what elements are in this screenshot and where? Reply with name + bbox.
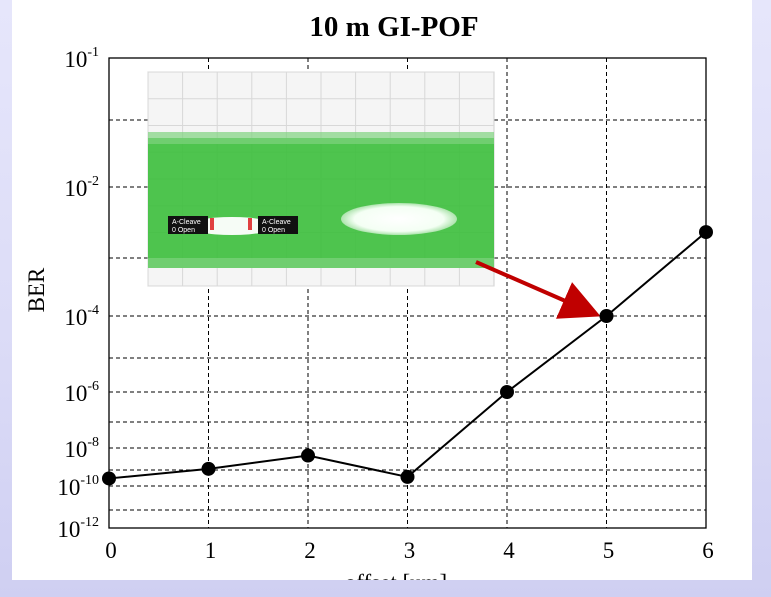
eye-cursor-left: A-Cleave 0 Open	[168, 216, 208, 234]
eye-opening-right	[341, 203, 457, 235]
chart-title: 10 m GI-POF	[309, 11, 478, 43]
data-point	[699, 225, 713, 240]
data-point	[301, 448, 315, 463]
y-tick-label: 10-1	[64, 45, 99, 72]
y-tick-label: 10-6	[64, 379, 99, 406]
eye-cursor-left-label-2: 0 Open	[172, 227, 195, 234]
y-tick-label: 10-4	[64, 303, 99, 330]
x-tick-label: 4	[503, 538, 515, 563]
series	[102, 225, 713, 486]
eye-trace-bottom-edge	[148, 258, 494, 268]
eye-diagram-inset: A-Cleave 0 Open A-Cleave 0 Open	[147, 71, 495, 287]
eye-cursor-right: A-Cleave 0 Open	[258, 216, 298, 234]
x-tick-label: 2	[304, 538, 316, 563]
eye-marker-left	[210, 218, 214, 230]
data-point	[500, 385, 514, 399]
x-tick-label: 1	[205, 538, 217, 563]
data-point	[400, 469, 415, 484]
x-tick-label: 6	[702, 538, 714, 563]
plot-frame	[108, 57, 707, 529]
eye-cursor-right-label-2: 0 Open	[262, 227, 285, 234]
x-axis-title: offset [um]	[345, 570, 447, 580]
eye-trace-band	[148, 138, 494, 268]
x-tick-labels: 0 1 2 3 4 5 6	[105, 538, 714, 563]
y-tick-label: 10-8	[64, 435, 99, 462]
x-tick-label: 5	[603, 538, 615, 563]
pointer-arrow	[475, 260, 601, 319]
y-tick-label: 10-10	[57, 473, 99, 500]
eye-marker-right	[248, 218, 252, 230]
chart-panel: 10 m GI-POF 10-1 10-2 10-4 10-6 10-8 10-10 10-…	[12, 0, 752, 580]
eye-cursor-right-label-1: A-Cleave	[262, 219, 291, 226]
y-axis-title: BER	[24, 267, 49, 312]
x-tick-label: 0	[105, 538, 117, 563]
data-point	[599, 309, 614, 323]
y-tick-label: 10-2	[64, 174, 99, 201]
y-tick-labels: 10-1 10-2 10-4 10-6 10-8 10-10 10-12	[57, 45, 99, 542]
ber-chart: 10 m GI-POF 10-110-210-410-610-810-1010-…	[24, 11, 714, 580]
data-point	[102, 471, 116, 486]
y-tick-label: 10-12	[57, 515, 99, 542]
x-tick-label: 3	[404, 538, 416, 563]
eye-trace-top-edge	[148, 132, 494, 144]
eye-cursor-left-label-1: A-Cleave	[172, 219, 201, 226]
data-point	[201, 461, 216, 476]
